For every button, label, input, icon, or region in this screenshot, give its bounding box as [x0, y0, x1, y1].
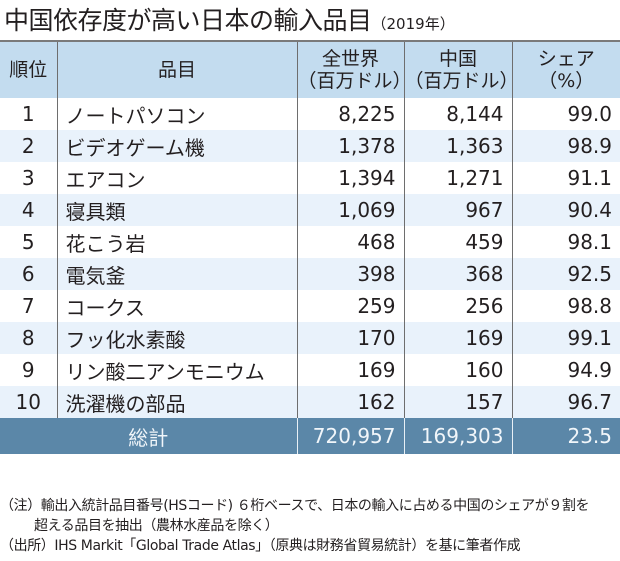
cell-world: 1,394: [296, 162, 404, 194]
cell-china: 368: [403, 258, 512, 290]
cell-china: 1,363: [403, 130, 512, 162]
total-row: 総計 720,957 169,303 23.5: [0, 418, 620, 454]
source-note: （出所）IHS Markit「Global Trade Atlas」（原典は財務…: [0, 538, 521, 554]
cell-world: 398: [296, 258, 404, 290]
header-share: シェア （%）: [511, 41, 620, 98]
cell-share: 98.1: [511, 226, 620, 258]
cell-share: 94.9: [511, 354, 620, 386]
cell-item: ビデオゲーム機: [56, 130, 297, 162]
table-row: 6 電気釜 398 368 92.5: [0, 258, 620, 290]
cell-china: 8,144: [403, 98, 512, 130]
cell-rank: 5: [0, 226, 57, 258]
table-row: 9 リン酸二アンモニウム 169 160 94.9: [0, 354, 620, 386]
cell-item: ノートパソコン: [56, 98, 297, 130]
table-row: 3 エアコン 1,394 1,271 91.1: [0, 162, 620, 194]
table-row: 2 ビデオゲーム機 1,378 1,363 98.9: [0, 130, 620, 162]
cell-share: 90.4: [511, 194, 620, 226]
cell-item: エアコン: [56, 162, 297, 194]
cell-china: 256: [403, 290, 512, 322]
total-label: 総計: [0, 418, 297, 454]
header-world-unit: （百万ドル）: [297, 70, 412, 92]
header-item: 品目: [56, 41, 297, 98]
cell-rank: 7: [0, 290, 57, 322]
total-share: 23.5: [511, 418, 620, 454]
header-share-unit: （%）: [538, 70, 595, 92]
cell-rank: 1: [0, 98, 57, 130]
header-world: 全世界 （百万ドル）: [296, 41, 412, 98]
header-china: 中国 （百万ドル）: [403, 41, 519, 98]
header-world-label: 全世界: [321, 48, 379, 70]
cell-world: 1,069: [296, 194, 404, 226]
header-china-label: 中国: [438, 48, 477, 70]
import-table: 順位 品目 全世界 （百万ドル） 中国 （百万ドル） シェア （%） 1 ノートパソコン…: [0, 40, 620, 454]
cell-rank: 8: [0, 322, 57, 354]
cell-item: 寝具類: [56, 194, 297, 226]
cell-share: 98.9: [511, 130, 620, 162]
cell-item: 洗濯機の部品: [56, 386, 297, 418]
cell-share: 96.7: [511, 386, 620, 418]
cell-world: 162: [296, 386, 404, 418]
total-world: 720,957: [296, 418, 404, 454]
table-row: 8 フッ化水素酸 170 169 99.1: [0, 322, 620, 354]
header-china-unit: （百万ドル）: [404, 70, 519, 92]
cell-china: 1,271: [403, 162, 512, 194]
cell-share: 92.5: [511, 258, 620, 290]
footnotes: （注）輸出入統計品目番号(HSコード) ６桁ベースで、日本の輸入に占める中国のシ…: [0, 496, 620, 556]
cell-rank: 2: [0, 130, 57, 162]
cell-item: フッ化水素酸: [56, 322, 297, 354]
cell-share: 91.1: [511, 162, 620, 194]
cell-china: 157: [403, 386, 512, 418]
table-row: 7 コークス 259 256 98.8: [0, 290, 620, 322]
cell-china: 169: [403, 322, 512, 354]
cell-rank: 3: [0, 162, 57, 194]
header-rank: 順位: [0, 41, 57, 98]
cell-item: 電気釜: [56, 258, 297, 290]
cell-share: 99.0: [511, 98, 620, 130]
cell-rank: 10: [0, 386, 57, 418]
cell-china: 160: [403, 354, 512, 386]
title-year: （2019年）: [371, 15, 455, 33]
header-row: 順位 品目 全世界 （百万ドル） 中国 （百万ドル） シェア （%）: [0, 41, 620, 98]
cell-item: リン酸二アンモニウム: [56, 354, 297, 386]
note-line-1: （注）輸出入統計品目番号(HSコード) ６桁ベースで、日本の輸入に占める中国のシ…: [0, 498, 590, 514]
cell-item: コークス: [56, 290, 297, 322]
cell-world: 169: [296, 354, 404, 386]
title-main: 中国依存度が高い日本の輸入品目: [4, 6, 372, 35]
table-row: 5 花こう岩 468 459 98.1: [0, 226, 620, 258]
cell-china: 459: [403, 226, 512, 258]
cell-world: 170: [296, 322, 404, 354]
cell-share: 98.8: [511, 290, 620, 322]
total-china: 169,303: [403, 418, 512, 454]
header-share-label: シェア: [537, 48, 595, 70]
table-row: 4 寝具類 1,069 967 90.4: [0, 194, 620, 226]
cell-world: 468: [296, 226, 404, 258]
cell-world: 1,378: [296, 130, 404, 162]
cell-china: 967: [403, 194, 512, 226]
cell-world: 8,225: [296, 98, 404, 130]
cell-item: 花こう岩: [56, 226, 297, 258]
cell-rank: 9: [0, 354, 57, 386]
cell-share: 99.1: [511, 322, 620, 354]
cell-rank: 4: [0, 194, 57, 226]
page-title: 中国依存度が高い日本の輸入品目（2019年）: [4, 4, 455, 38]
cell-world: 259: [296, 290, 404, 322]
table-row: 1 ノートパソコン 8,225 8,144 99.0: [0, 98, 620, 130]
table-row: 10 洗濯機の部品 162 157 96.7: [0, 386, 620, 418]
note-line-2: 超える品目を抽出（農林水産品を除く）: [34, 518, 279, 534]
cell-rank: 6: [0, 258, 57, 290]
